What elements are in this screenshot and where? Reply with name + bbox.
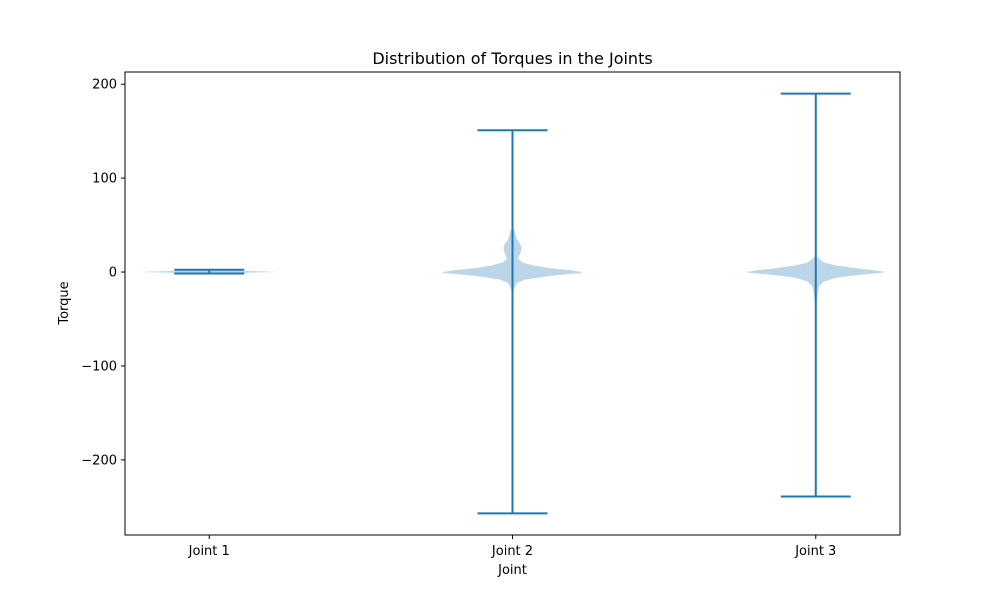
y-tick-label: 0	[109, 266, 117, 281]
y-tick-label: 100	[92, 172, 117, 187]
x-tick-label: Joint 3	[794, 544, 836, 559]
y-tick-label: −100	[81, 359, 117, 374]
chart-title: Distribution of Torques in the Joints	[372, 49, 652, 68]
x-tick-label: Joint 1	[188, 544, 230, 559]
y-tick-label: −200	[81, 453, 117, 468]
y-axis-ticks: 200 100 0 −100 −200	[81, 78, 125, 468]
x-tick-label: Joint 2	[491, 544, 533, 559]
y-axis-label: Torque	[57, 281, 72, 325]
x-axis-label: Joint	[497, 563, 527, 578]
x-axis-ticks: Joint 1 Joint 2 Joint 3	[188, 535, 836, 559]
y-tick-label: 200	[92, 78, 117, 93]
violin-group	[139, 92, 886, 515]
plot-frame	[124, 71, 901, 536]
